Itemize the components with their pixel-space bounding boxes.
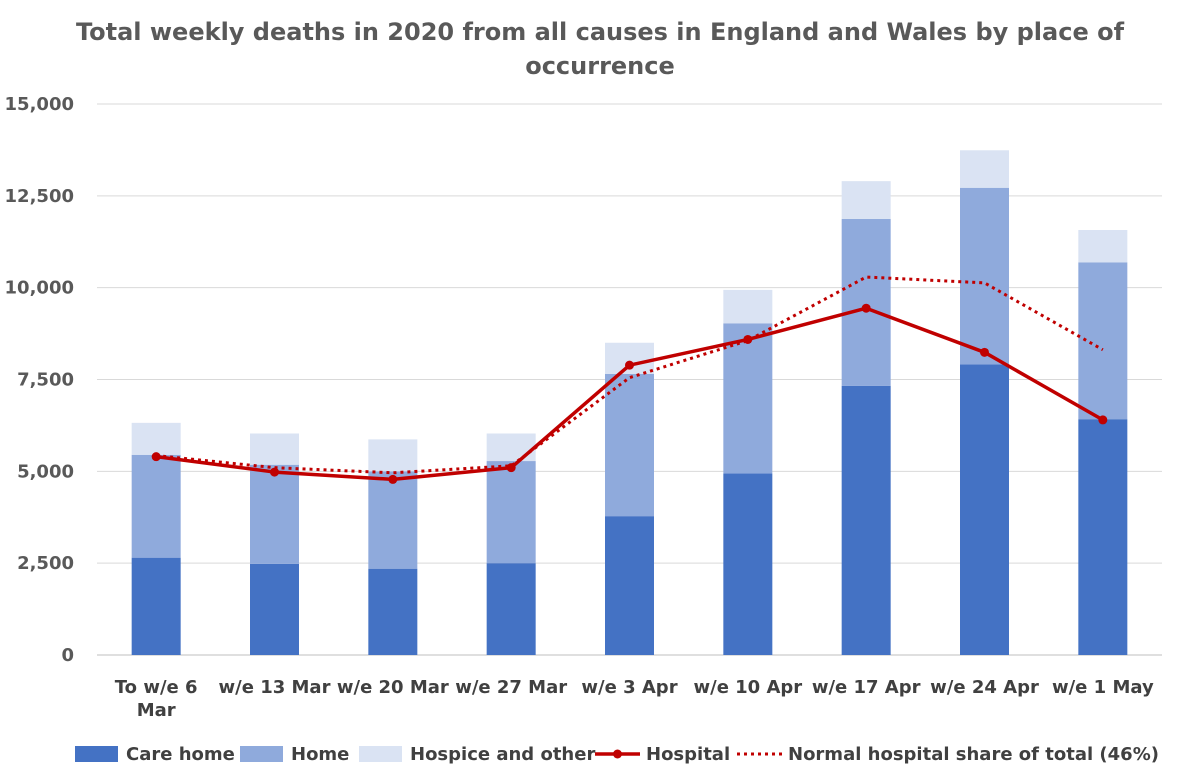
bar-home-3 <box>486 461 536 564</box>
y-axis-ticks: 0 2,500 5,000 7,500 10,000 12,500 15,000 <box>5 94 74 666</box>
legend-label-home: Home <box>291 744 349 765</box>
y-tick-label: 12,500 <box>5 186 74 207</box>
hospital-marker-8 <box>1098 415 1108 425</box>
bar-home-1 <box>250 464 299 564</box>
x-category-label: w/e 24 Apr <box>930 677 1039 698</box>
x-category-label: w/e 27 Mar <box>455 677 567 698</box>
hospital-marker-1 <box>270 467 279 477</box>
y-tick-label: 0 <box>61 645 74 666</box>
bar-home-6 <box>841 218 891 386</box>
y-tick-label: 2,500 <box>17 553 74 574</box>
bar-care-home-8 <box>1078 419 1128 655</box>
bar-care-home-0 <box>131 557 181 655</box>
bar-care-home-3 <box>486 563 536 655</box>
bar-care-home-6 <box>841 385 891 655</box>
y-tick-label: 5,000 <box>17 461 74 482</box>
bar-home-0 <box>131 454 181 558</box>
bar-home-4 <box>605 373 654 517</box>
normal-hospital-share-line <box>156 275 1104 475</box>
lines <box>151 275 1108 484</box>
bar-hospice-and-other-6 <box>841 181 891 219</box>
chart-title-line-1: Total weekly deaths in 2020 from all cau… <box>76 18 1125 46</box>
bar-hospice-and-other-3 <box>486 433 536 462</box>
chart-title-line-2: occurrence <box>525 52 675 80</box>
y-tick-label: 15,000 <box>5 94 74 115</box>
hospital-marker-7 <box>980 347 989 357</box>
bar-home-7 <box>960 187 1009 365</box>
bar-hospice-and-other-7 <box>960 150 1009 188</box>
bar-care-home-2 <box>368 568 418 655</box>
x-category-label: w/e 17 Apr <box>812 677 921 698</box>
legend-label-normal-hospital-share-of-total-46: Normal hospital share of total (46%) <box>788 744 1159 765</box>
x-category-label: To w/e 6 <box>115 677 198 698</box>
bar-care-home-7 <box>960 364 1009 655</box>
legend-marker-hospital <box>613 749 622 759</box>
bar-home-8 <box>1078 262 1128 420</box>
bar-care-home-4 <box>605 516 654 655</box>
legend-label-hospital: Hospital <box>646 744 730 765</box>
bar-care-home-5 <box>723 473 773 655</box>
bars <box>131 150 1128 655</box>
legend-label-hospice-and-other: Hospice and other <box>410 744 595 765</box>
bar-hospice-and-other-8 <box>1078 229 1128 263</box>
legend-swatch-care-home <box>75 746 118 762</box>
x-category-label: Mar <box>137 700 176 721</box>
bar-care-home-1 <box>250 563 299 655</box>
bar-home-2 <box>368 471 418 569</box>
hospital-marker-4 <box>625 360 634 370</box>
y-tick-label: 7,500 <box>17 370 74 391</box>
x-category-label: w/e 1 May <box>1052 677 1154 698</box>
legend-swatch-hospice-and-other <box>359 746 402 762</box>
x-category-label: w/e 10 Apr <box>693 677 802 698</box>
x-category-label: w/e 3 Apr <box>581 677 677 698</box>
bar-hospice-and-other-5 <box>723 289 773 324</box>
x-category-label: w/e 13 Mar <box>219 677 331 698</box>
legend-swatch-home <box>240 746 283 762</box>
x-category-label: w/e 20 Mar <box>337 677 449 698</box>
legend: Care home Home Hospice and other Hospital No… <box>75 744 1159 765</box>
bar-hospice-and-other-2 <box>368 439 418 472</box>
hospital-marker-2 <box>388 474 398 484</box>
legend-label-care-home: Care home <box>126 744 235 765</box>
bar-hospice-and-other-0 <box>131 422 181 455</box>
hospital-marker-6 <box>861 303 871 313</box>
bar-hospice-and-other-1 <box>250 433 299 465</box>
bar-home-5 <box>723 323 773 474</box>
y-tick-label: 10,000 <box>5 278 74 299</box>
